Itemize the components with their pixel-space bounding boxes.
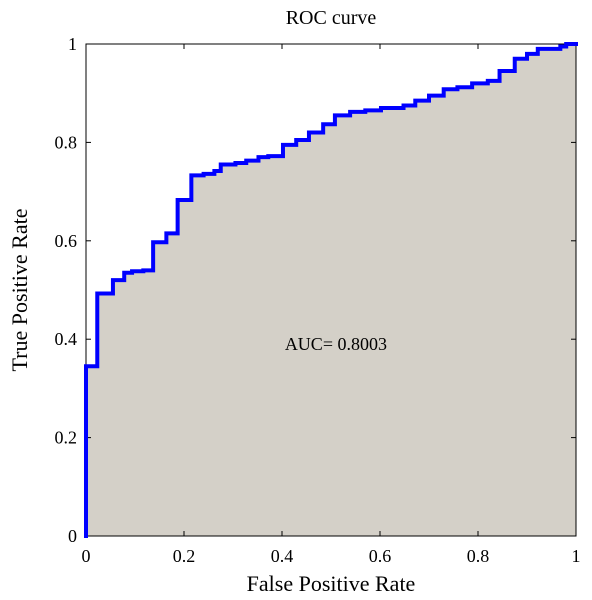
x-tick-label: 1 <box>572 546 581 566</box>
axes-box <box>85 43 577 537</box>
x-tick-label: 0 <box>82 546 91 566</box>
chart-title: ROC curve <box>286 7 377 29</box>
y-axis-label: True Positive Rate <box>7 209 32 372</box>
y-tick-label: 0.2 <box>55 428 78 448</box>
roc-area-fill <box>86 44 576 536</box>
x-tick-label: 0.2 <box>173 546 196 566</box>
y-tick-label: 1 <box>68 34 77 54</box>
auc-annotation: AUC= 0.8003 <box>285 334 387 354</box>
x-axis-ticks: 0 0.2 0.4 0.6 0.8 1 <box>82 44 581 566</box>
plot-area: 0 0.2 0.4 0.6 0.8 1 0 0.2 0.4 0.6 0.8 1 AUC= 0.800… <box>55 34 581 566</box>
y-tick-label: 0.8 <box>55 132 78 152</box>
x-tick-label: 0.6 <box>369 546 392 566</box>
y-axis-ticks: 0 0.2 0.4 0.6 0.8 1 <box>55 34 576 546</box>
y-tick-label: 0 <box>68 526 77 546</box>
roc-curve-line <box>84 42 578 538</box>
x-tick-label: 0.8 <box>467 546 490 566</box>
x-tick-label: 0.4 <box>271 546 294 566</box>
x-axis-label: False Positive Rate <box>247 571 416 596</box>
y-tick-label: 0.4 <box>55 329 78 349</box>
y-tick-label: 0.6 <box>55 231 78 251</box>
